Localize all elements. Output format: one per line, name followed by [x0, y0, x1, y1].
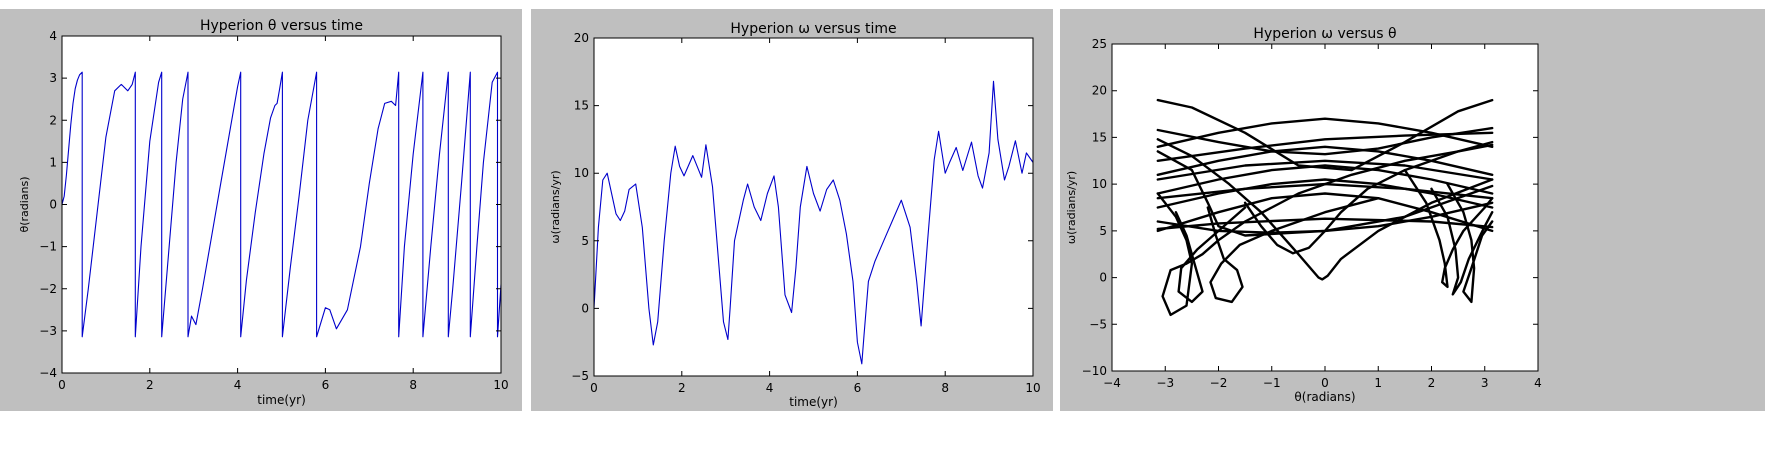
- y-tick-label: −5: [571, 369, 589, 383]
- trajectory-curve-18: [1446, 182, 1494, 304]
- x-tick-label: 2: [1428, 376, 1436, 390]
- y-tick-label: −10: [1082, 364, 1107, 378]
- x-tick-label: −1: [1263, 376, 1281, 390]
- trajectory-curve-3: [1156, 131, 1494, 162]
- x-tick-label: 0: [1321, 376, 1329, 390]
- x-tick-label: 1: [1374, 376, 1382, 390]
- y-tick-label: 2: [49, 113, 57, 127]
- y-tick-label: 0: [581, 301, 589, 315]
- y-tick-label: 1: [49, 155, 57, 169]
- y-tick-label: −1: [39, 240, 57, 254]
- trajectory-curve-17: [1430, 187, 1494, 296]
- y-tick-label: 15: [1092, 130, 1107, 144]
- plot-area: [594, 38, 1033, 376]
- x-tick-label: 2: [146, 378, 154, 392]
- y-axis-label: θ(radians): [18, 176, 31, 232]
- x-tick-label: −3: [1156, 376, 1174, 390]
- y-tick-label: 15: [574, 99, 589, 113]
- y-tick-label: −5: [1089, 317, 1107, 331]
- x-tick-label: 6: [322, 378, 330, 392]
- y-tick-label: 20: [1092, 84, 1107, 98]
- chart-title: Hyperion θ versus time: [200, 18, 363, 34]
- y-tick-label: −2: [39, 282, 57, 296]
- y-tick-label: 5: [1099, 224, 1107, 238]
- trajectory-curve-15: [1206, 197, 1380, 304]
- x-tick-label: −4: [1103, 376, 1121, 390]
- y-tick-label: 10: [1092, 177, 1107, 191]
- x-tick-label: 4: [766, 381, 774, 395]
- trajectory-curve-2: [1156, 126, 1494, 156]
- x-tick-label: 8: [941, 381, 949, 395]
- x-tick-label: 0: [590, 381, 598, 395]
- x-axis-label: time(yr): [789, 395, 838, 409]
- y-tick-label: 25: [1092, 37, 1107, 51]
- chart-theta-vs-time: 0 2 4 6 8 10 −4 −3 −2 −1 0 1 2 3 4 Hyperion θ versus ti…: [18, 18, 509, 407]
- x-tick-label: 4: [234, 378, 242, 392]
- panel-omega-vs-time: 0 2 4 6 8 10 −5 0 5 10 15 20 Hyperion ω versus time t…: [531, 9, 1053, 411]
- trajectory-curve-16: [1403, 168, 1494, 289]
- y-tick-label: 0: [49, 198, 57, 212]
- x-axis-label: θ(radians): [1294, 390, 1355, 404]
- x-tick-label: 0: [58, 378, 66, 392]
- y-axis-label: ω(radians/yr): [1065, 171, 1078, 244]
- trajectory-curve-9: [1156, 159, 1494, 181]
- panel-theta-vs-time: 0 2 4 6 8 10 −4 −3 −2 −1 0 1 2 3 4 Hyperion θ versus ti…: [0, 9, 522, 411]
- x-axis-label: time(yr): [257, 393, 306, 407]
- x-tick-label: 3: [1481, 376, 1489, 390]
- trajectory-curve-19: [1156, 150, 1494, 237]
- y-tick-label: −4: [39, 366, 57, 380]
- trajectory-curve-20: [1156, 217, 1494, 231]
- y-tick-label: −3: [39, 324, 57, 338]
- x-tick-label: 8: [409, 378, 417, 392]
- y-tick-label: 0: [1099, 271, 1107, 285]
- x-tick-label: 10: [493, 378, 508, 392]
- trajectory-curve-6: [1156, 178, 1494, 209]
- chart-title: Hyperion ω versus time: [730, 21, 896, 37]
- x-tick-label: −2: [1210, 376, 1228, 390]
- x-tick-label: 6: [854, 381, 862, 395]
- trajectory-curve-0: [1156, 98, 1494, 172]
- trajectory-curve-7: [1156, 192, 1494, 233]
- y-axis-label: ω(radians/yr): [549, 170, 562, 243]
- trajectory-curve-12: [1156, 138, 1494, 281]
- y-tick-label: 10: [574, 166, 589, 180]
- panel-omega-vs-theta: −4 −3 −2 −1 0 1 2 3 4 −10 −5 0 5 10 15 20 25 Hyperion ω v…: [1060, 9, 1765, 411]
- x-tick-label: 2: [678, 381, 686, 395]
- x-tick-label: 10: [1025, 381, 1040, 395]
- plot-frame: [593, 37, 1034, 377]
- trajectory-curve-14: [1174, 206, 1247, 304]
- x-tick-label: 4: [1534, 376, 1542, 390]
- trajectory-curve-1: [1156, 117, 1494, 148]
- series-line: [62, 71, 501, 338]
- chart-title: Hyperion ω versus θ: [1253, 26, 1396, 42]
- y-tick-label: 3: [49, 71, 57, 85]
- trajectory-curve-5: [1156, 164, 1494, 195]
- y-tick-label: 4: [49, 29, 57, 43]
- series-line: [594, 80, 1033, 365]
- y-tick-label: 20: [574, 31, 589, 45]
- y-tick-label: 5: [581, 234, 589, 248]
